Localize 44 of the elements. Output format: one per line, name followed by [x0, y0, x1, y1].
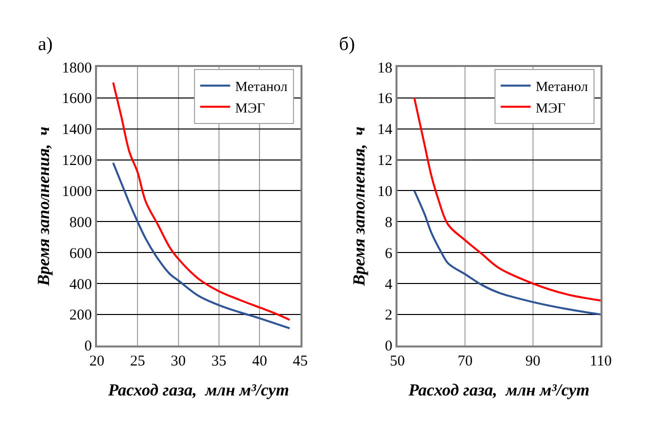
- y-tick-label: 14: [377, 122, 393, 138]
- y-axis-title: Время заполнения, ч: [349, 126, 368, 287]
- y-tick-label: 18: [377, 60, 392, 76]
- x-axis-title: Расход газа, млн м³/сут: [408, 380, 590, 400]
- y-tick-label: 1200: [62, 153, 92, 170]
- chart-title: а): [38, 34, 53, 55]
- line-series: [112, 82, 291, 321]
- line-series: [413, 190, 601, 316]
- legend-label: Метанол: [536, 80, 588, 96]
- y-tick-label: 1600: [62, 91, 92, 108]
- y-tick-label: 0: [84, 338, 92, 355]
- x-tick-label: 30: [170, 353, 186, 370]
- x-tick-label: 110: [590, 353, 612, 370]
- y-tick-label: 0: [384, 338, 392, 355]
- x-tick-label: 40: [252, 353, 268, 370]
- legend-label: Метанол: [235, 80, 288, 96]
- x-tick-label: 20: [89, 353, 104, 370]
- legend-label: МЭГ: [235, 101, 265, 116]
- x-tick-label: 35: [211, 353, 226, 370]
- x-tick-label: 90: [525, 353, 540, 370]
- chart-title: б): [339, 34, 355, 55]
- y-tick-label: 12: [377, 153, 392, 170]
- y-tick-label: 800: [69, 214, 92, 231]
- x-tick-label: 25: [130, 353, 146, 370]
- y-tick-label: 2: [384, 308, 392, 324]
- y-tick-label: 1400: [62, 122, 92, 138]
- y-tick-label: 6: [384, 246, 393, 262]
- line-series: [413, 96, 601, 302]
- y-axis-title: Время заполнения, ч: [34, 126, 53, 287]
- y-tick-label: 200: [69, 308, 92, 324]
- y-tick-label: 400: [69, 276, 92, 293]
- y-tick-label: 4: [384, 276, 393, 293]
- y-tick-label: 10: [377, 184, 392, 200]
- line-series: [112, 162, 291, 330]
- x-tick-label: 45: [292, 353, 308, 370]
- y-tick-label: 1800: [62, 60, 92, 76]
- y-tick-label: 16: [377, 91, 393, 108]
- legend-label: МЭГ: [536, 101, 566, 116]
- y-tick-label: 8: [384, 214, 392, 231]
- y-tick-label: 600: [69, 246, 92, 262]
- x-tick-label: 70: [458, 353, 473, 370]
- x-tick-label: 50: [390, 353, 405, 370]
- x-axis-title: Расход газа, млн м³/сут: [107, 380, 290, 400]
- y-tick-label: 1000: [62, 184, 92, 200]
